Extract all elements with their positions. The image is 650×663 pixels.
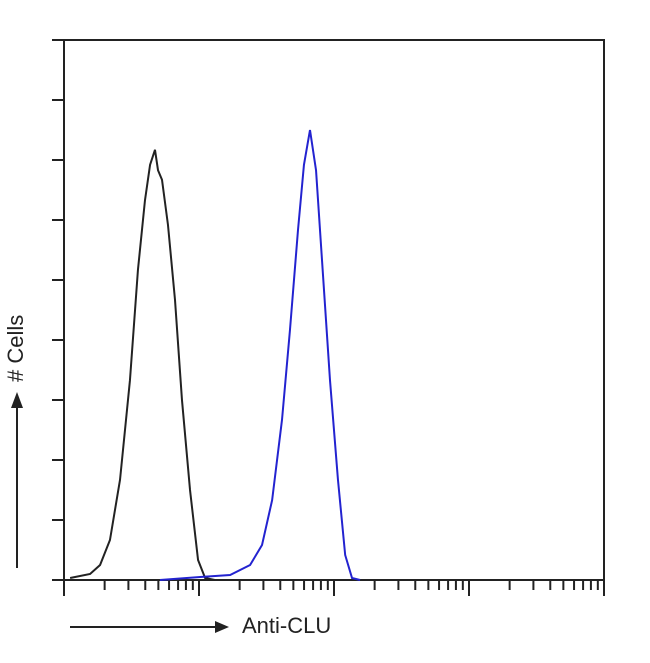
y-arrowhead (11, 392, 23, 408)
histogram-line (69, 149, 216, 581)
x-axis-label: Anti-CLU (242, 613, 331, 638)
plot-frame (63, 39, 605, 581)
y-axis-label: # Cells (3, 315, 28, 382)
histogram-line (159, 129, 361, 581)
x-arrowhead (215, 621, 229, 633)
